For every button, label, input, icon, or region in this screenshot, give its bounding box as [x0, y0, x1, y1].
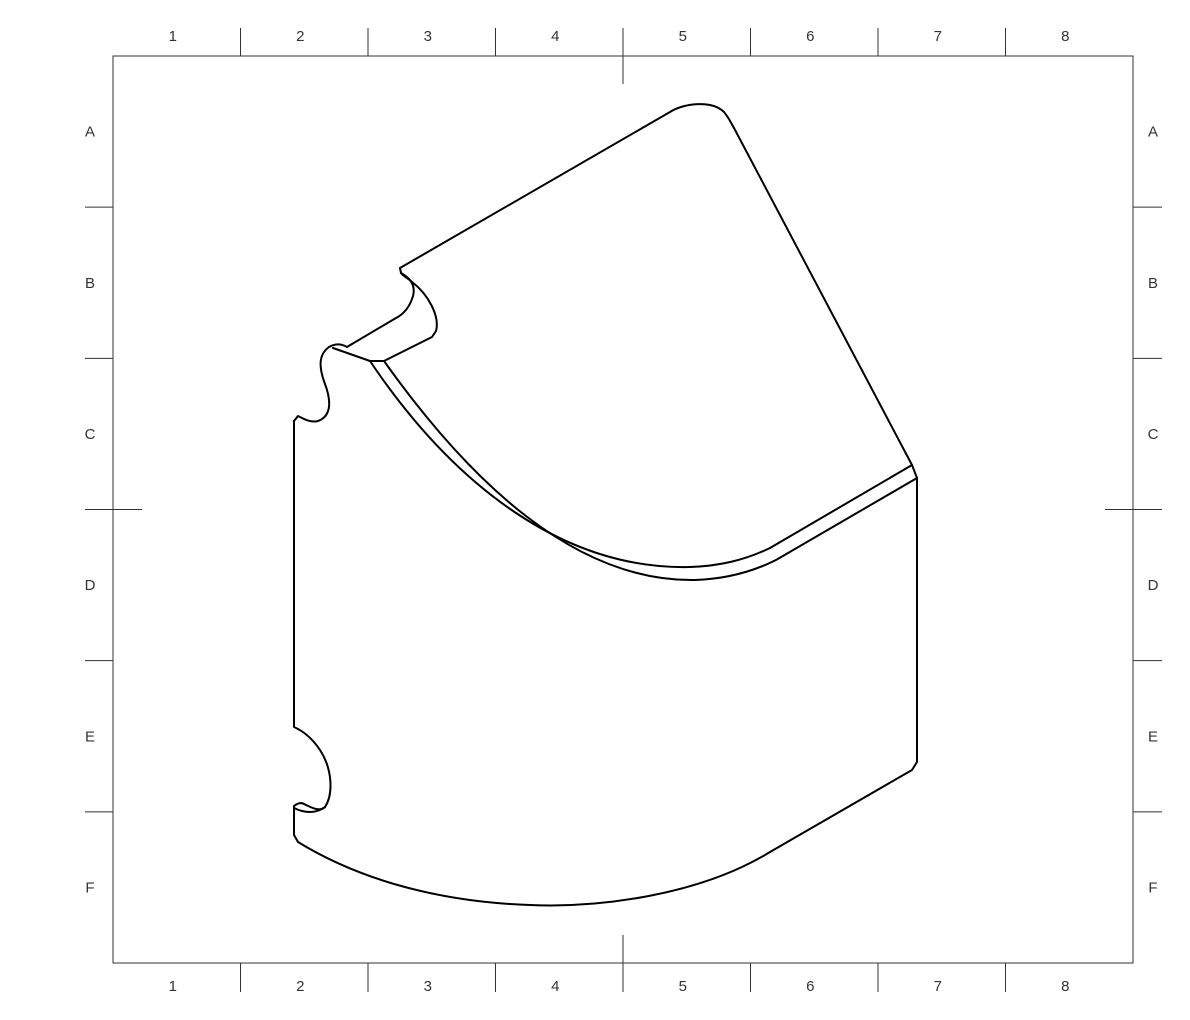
- column-label-top: 5: [679, 28, 687, 45]
- column-label-top: 6: [806, 28, 814, 45]
- zone-ticks: [85, 28, 1162, 992]
- upper-notch-inner: [351, 272, 415, 345]
- column-label-bottom: 6: [806, 978, 814, 995]
- sheet-border: [112, 55, 1134, 964]
- column-label-bottom: 7: [934, 978, 942, 995]
- row-label-right: D: [1148, 577, 1159, 594]
- part-view: [293, 103, 918, 907]
- column-label-top: 8: [1061, 28, 1069, 45]
- left-notch-upper: [293, 343, 353, 423]
- row-label-left: F: [85, 879, 94, 896]
- column-label-bottom: 5: [679, 978, 687, 995]
- column-label-bottom: 3: [424, 978, 432, 995]
- lower-notch-edge: [293, 806, 326, 813]
- row-label-right: F: [1148, 879, 1157, 896]
- row-label-left: D: [85, 577, 96, 594]
- inner-arc-1: [369, 360, 913, 569]
- zone-labels: 1 1 2 2 3 3 4 4 5 5 6 6 7 7 8 8 A A B B C C D D E E F F: [85, 28, 1159, 995]
- row-label-right: C: [1148, 426, 1159, 443]
- column-label-top: 7: [934, 28, 942, 45]
- row-label-right: E: [1148, 728, 1158, 745]
- lower-notch: [293, 420, 332, 811]
- column-label-top: 4: [551, 28, 559, 45]
- row-label-right: B: [1148, 275, 1158, 292]
- column-label-top: 1: [169, 28, 177, 45]
- column-label-bottom: 8: [1061, 978, 1069, 995]
- column-label-bottom: 4: [551, 978, 559, 995]
- column-label-top: 2: [296, 28, 304, 45]
- inner-arc-2: [383, 360, 918, 582]
- column-label-bottom: 2: [296, 978, 304, 995]
- row-label-left: A: [85, 124, 95, 141]
- top-face-outline: [399, 103, 918, 479]
- row-label-left: E: [85, 728, 95, 745]
- right-edge: [293, 477, 918, 907]
- row-label-right: A: [1148, 124, 1158, 141]
- row-label-left: B: [85, 275, 95, 292]
- column-label-top: 3: [424, 28, 432, 45]
- column-label-bottom: 1: [169, 978, 177, 995]
- ledge-edge: [332, 347, 385, 362]
- row-label-left: C: [85, 426, 96, 443]
